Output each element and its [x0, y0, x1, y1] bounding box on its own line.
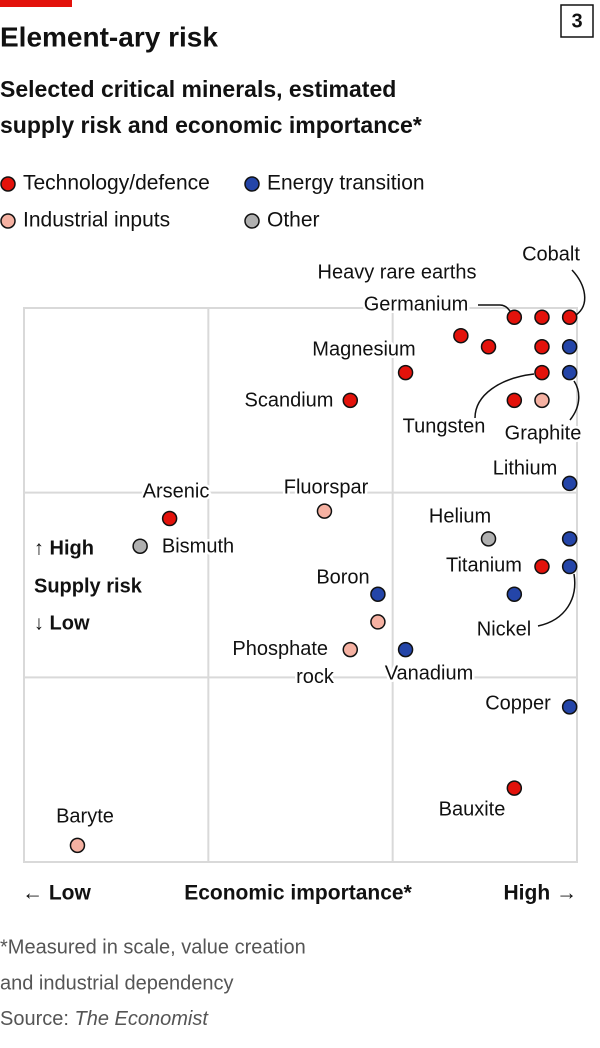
source-name: The Economist	[75, 1008, 210, 1030]
leader-line	[537, 573, 576, 627]
data-point	[534, 309, 550, 325]
data-point	[370, 614, 386, 630]
data-point	[342, 392, 359, 409]
point-label: Germanium	[364, 293, 468, 315]
legend-label: Energy transition	[267, 172, 425, 195]
point-label: Tungsten	[403, 415, 486, 437]
data-point	[316, 503, 333, 519]
x-axis-title: Economic importance*	[184, 882, 412, 905]
point-label: Cobalt	[522, 243, 580, 265]
point-label: Vanadium	[385, 662, 474, 684]
data-point	[534, 558, 550, 575]
point-label: Heavy rare earths	[318, 261, 477, 283]
data-point	[480, 339, 497, 355]
point-label: Scandium	[245, 389, 334, 411]
data-point	[132, 538, 148, 554]
plot-frame	[23, 307, 578, 863]
data-point	[69, 837, 86, 854]
point-label: Helium	[429, 505, 491, 527]
data-point	[561, 309, 578, 325]
point-label: Arsenic	[143, 480, 210, 502]
point-label: Titanium	[446, 554, 522, 576]
footnote: *Measured in scale, value creation	[0, 936, 306, 958]
chart-title: Element-ary risk	[0, 21, 218, 52]
source: Source: The Economist	[0, 1008, 209, 1030]
data-point	[534, 392, 550, 409]
grid	[24, 308, 577, 862]
data-point	[561, 558, 578, 575]
data-point	[342, 641, 359, 658]
point-label: Copper	[485, 692, 551, 714]
legend: Technology/defence Energy transition Indus…	[0, 172, 425, 232]
footnote: and industrial dependency	[0, 972, 234, 994]
data-point	[534, 364, 550, 381]
legend-label: Industrial inputs	[23, 209, 170, 232]
point-label: Phosphate rock	[232, 638, 334, 688]
point-label: Baryte	[56, 805, 114, 827]
point-label: Magnesium	[312, 338, 415, 360]
data-point	[397, 364, 414, 381]
data-point	[506, 780, 523, 796]
leader-line	[569, 380, 580, 421]
x-axis-high: High →	[504, 882, 578, 905]
chart-number: 3	[571, 10, 582, 32]
subtitle: Selected critical minerals, estimated	[0, 76, 396, 102]
point-label: Lithium	[493, 457, 557, 479]
data-point	[161, 510, 178, 527]
point-label: Bismuth	[162, 535, 234, 557]
data-point	[480, 531, 497, 547]
data-point	[561, 699, 578, 715]
data-point	[561, 364, 578, 381]
data-point	[561, 475, 578, 492]
data-point	[534, 339, 550, 355]
leader-line	[571, 269, 586, 316]
point-label: Bauxite	[439, 798, 506, 820]
subtitle: supply risk and economic importance*	[0, 112, 422, 138]
point-label-line: rock	[296, 666, 335, 688]
legend-swatch	[244, 176, 260, 192]
axis-labels: ↑ High Supply risk ↓ Low ← Low Economic …	[22, 535, 578, 905]
leader-line	[474, 373, 535, 419]
data-point	[453, 327, 469, 344]
data-point	[370, 586, 386, 602]
legend-label: Other	[267, 209, 320, 232]
y-axis-high: ↑ High	[34, 537, 94, 559]
chart-number-box	[560, 4, 594, 38]
data-point	[506, 586, 523, 602]
source-label: Source:	[0, 1008, 69, 1030]
data-point	[397, 641, 414, 658]
data-point	[561, 531, 578, 547]
point-label: Boron	[316, 566, 369, 588]
legend-swatch	[0, 176, 16, 192]
point-label: Nickel	[477, 618, 531, 640]
data-point	[506, 392, 523, 409]
point-label: Fluorspar	[284, 476, 369, 498]
y-axis-title: Supply risk	[34, 575, 143, 597]
y-axis-low: ↓ Low	[34, 612, 90, 634]
brand-bar	[0, 0, 72, 7]
legend-swatch	[244, 213, 260, 229]
point-label: Graphite	[505, 422, 582, 444]
point-labels: Cobalt Heavy rare earths Germanium Magnesiu…	[54, 241, 584, 830]
legend-label: Technology/defence	[23, 172, 210, 195]
x-axis-low: ← Low	[22, 882, 91, 905]
data-point	[561, 339, 578, 355]
points	[69, 309, 578, 854]
legend-swatch	[0, 213, 16, 229]
point-label-line: Phosphate	[232, 638, 333, 660]
data-point	[506, 309, 523, 325]
